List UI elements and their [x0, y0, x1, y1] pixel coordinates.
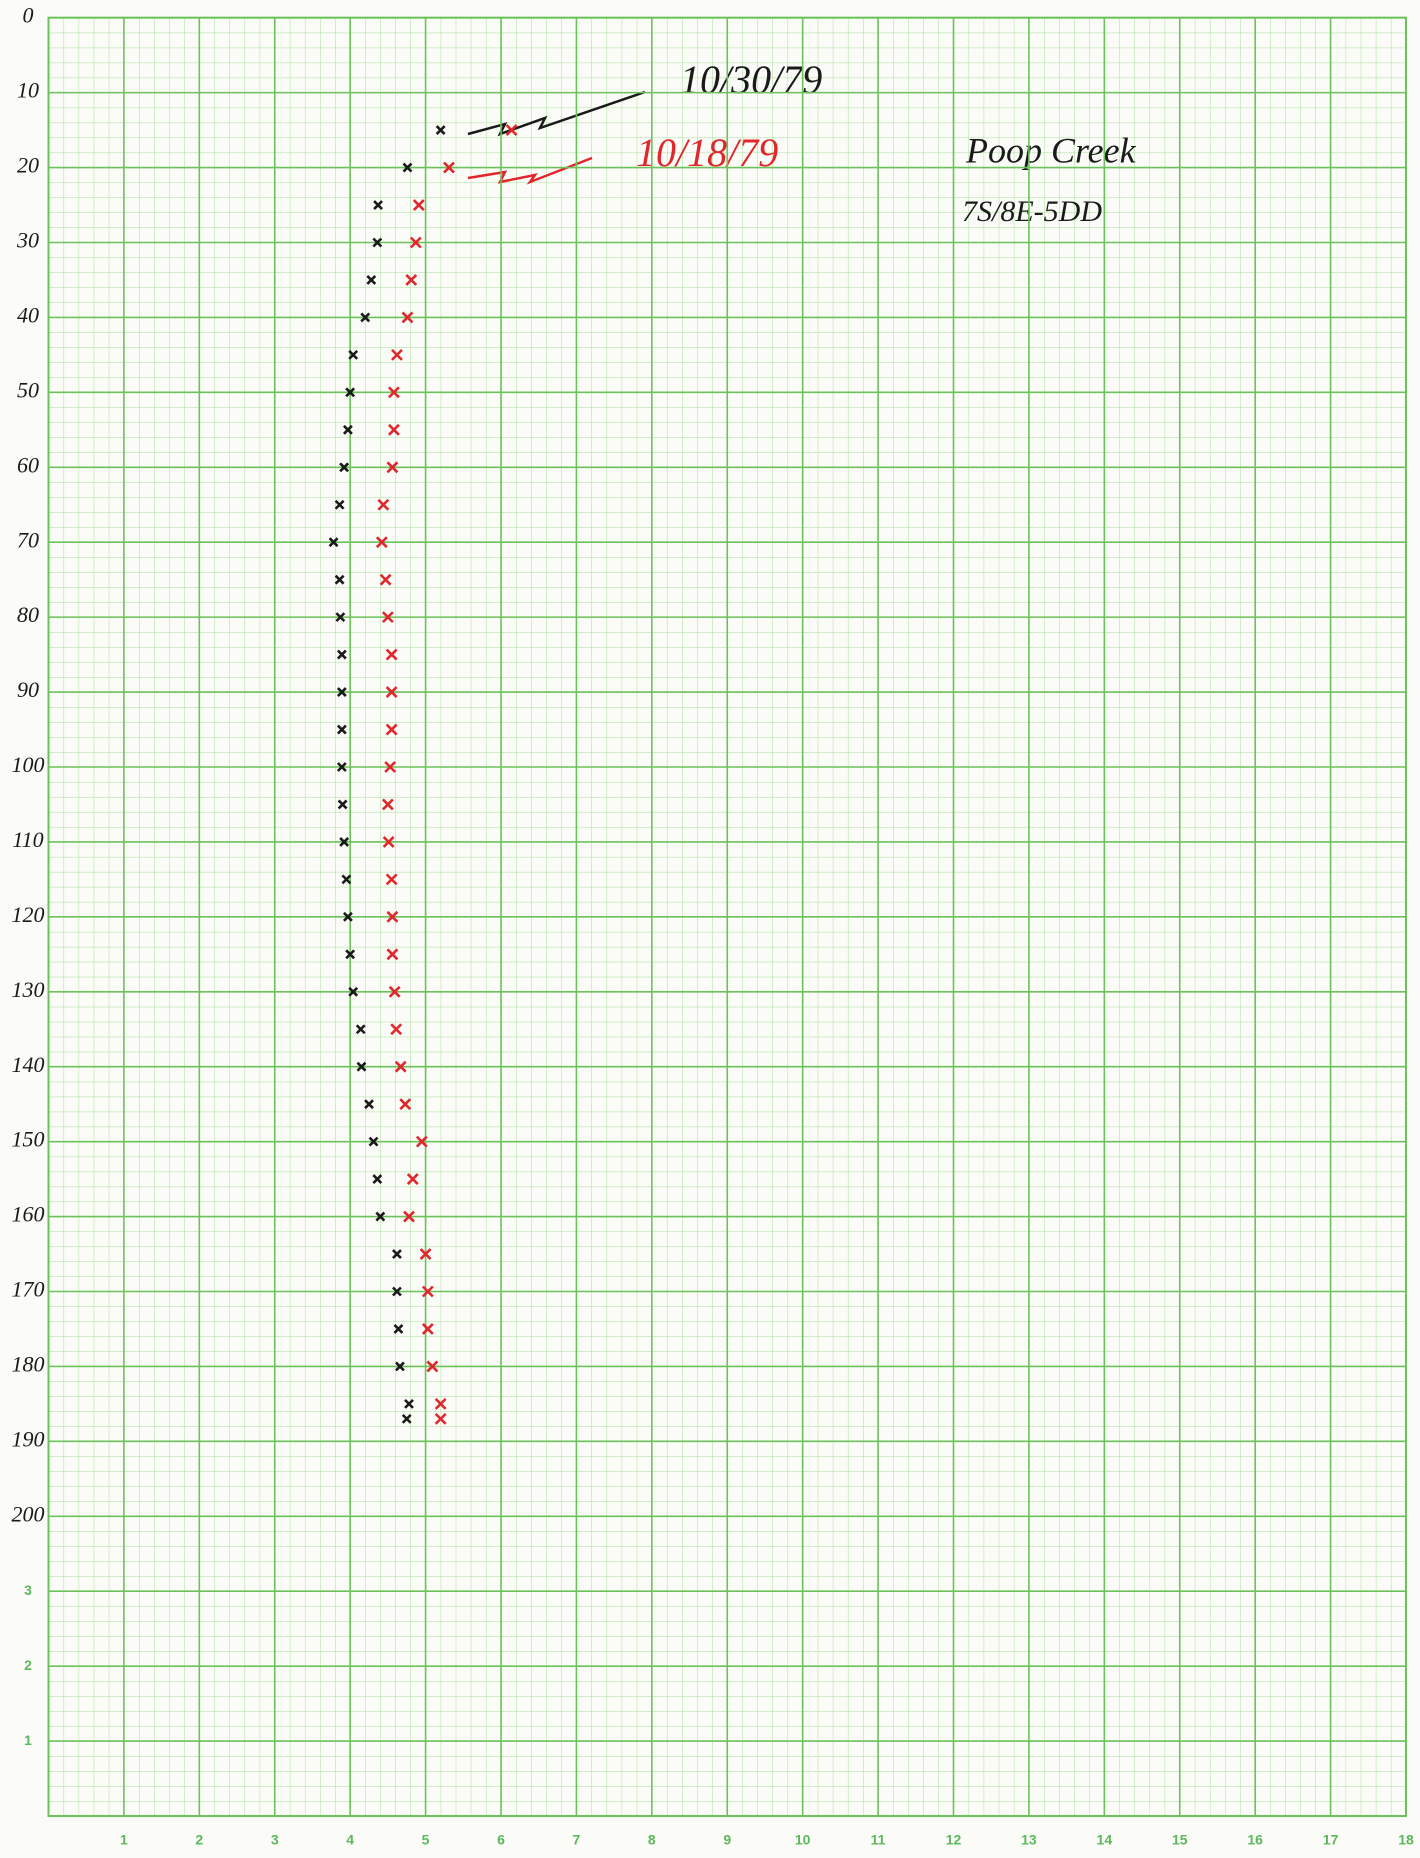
y-tick-label: 2 — [24, 1657, 32, 1673]
y-tick-label: 10 — [17, 78, 39, 103]
x-tick-label: 5 — [422, 1832, 430, 1848]
y-tick-label: 90 — [17, 677, 39, 702]
x-tick-label: 3 — [271, 1832, 279, 1848]
y-tick-label: 110 — [12, 827, 43, 852]
y-tick-label: 140 — [12, 1052, 45, 1077]
y-tick-label: 0 — [23, 3, 34, 28]
y-tick-label: 20 — [17, 153, 39, 178]
y-tick-label: 160 — [12, 1202, 45, 1227]
y-tick-label: 50 — [17, 377, 39, 402]
annotation: 7S/8E-5DD — [962, 195, 1102, 228]
chart: 10/30/79 10/18/79 Poop Creek 7S/8E-5DD 1… — [0, 0, 1420, 1858]
y-tick-label: 30 — [16, 228, 39, 253]
x-tick-label: 13 — [1021, 1832, 1037, 1848]
x-tick-label: 6 — [497, 1832, 505, 1848]
y-tick-label: 80 — [17, 602, 39, 627]
y-tick-label: 180 — [12, 1351, 45, 1376]
x-tick-label: 9 — [723, 1832, 731, 1848]
y-tick-label: 40 — [17, 302, 39, 327]
x-tick-label: 7 — [573, 1832, 581, 1848]
y-tick-label: 60 — [17, 452, 39, 477]
x-tick-label: 15 — [1172, 1832, 1188, 1848]
x-tick-label: 1 — [120, 1832, 128, 1848]
y-tick-label: 170 — [12, 1277, 45, 1302]
y-tick-label: 120 — [12, 902, 45, 927]
x-tick-label: 11 — [871, 1832, 886, 1848]
y-tick-label: 100 — [12, 752, 45, 777]
x-tick-label: 10 — [795, 1832, 811, 1848]
x-tick-label: 12 — [946, 1832, 962, 1848]
legend-label: 10/30/79 — [680, 57, 822, 102]
y-tick-label: 1 — [24, 1732, 32, 1748]
x-tick-label: 2 — [195, 1832, 203, 1848]
y-tick-label: 3 — [24, 1582, 32, 1598]
x-tick-label: 17 — [1323, 1832, 1339, 1848]
x-tick-label: 8 — [648, 1832, 656, 1848]
x-tick-label: 4 — [346, 1832, 354, 1848]
x-tick-label: 16 — [1247, 1832, 1263, 1848]
legend-label: 10/18/79 — [636, 130, 778, 175]
y-tick-label: 150 — [12, 1127, 45, 1152]
y-tick-label: 130 — [12, 977, 45, 1002]
y-tick-label: 70 — [17, 527, 39, 552]
y-tick-label: 200 — [12, 1501, 45, 1526]
x-tick-label: 14 — [1097, 1832, 1113, 1848]
y-tick-label: 190 — [12, 1426, 45, 1451]
x-tick-label: 18 — [1398, 1832, 1414, 1848]
annotation: Poop Creek — [965, 130, 1137, 170]
